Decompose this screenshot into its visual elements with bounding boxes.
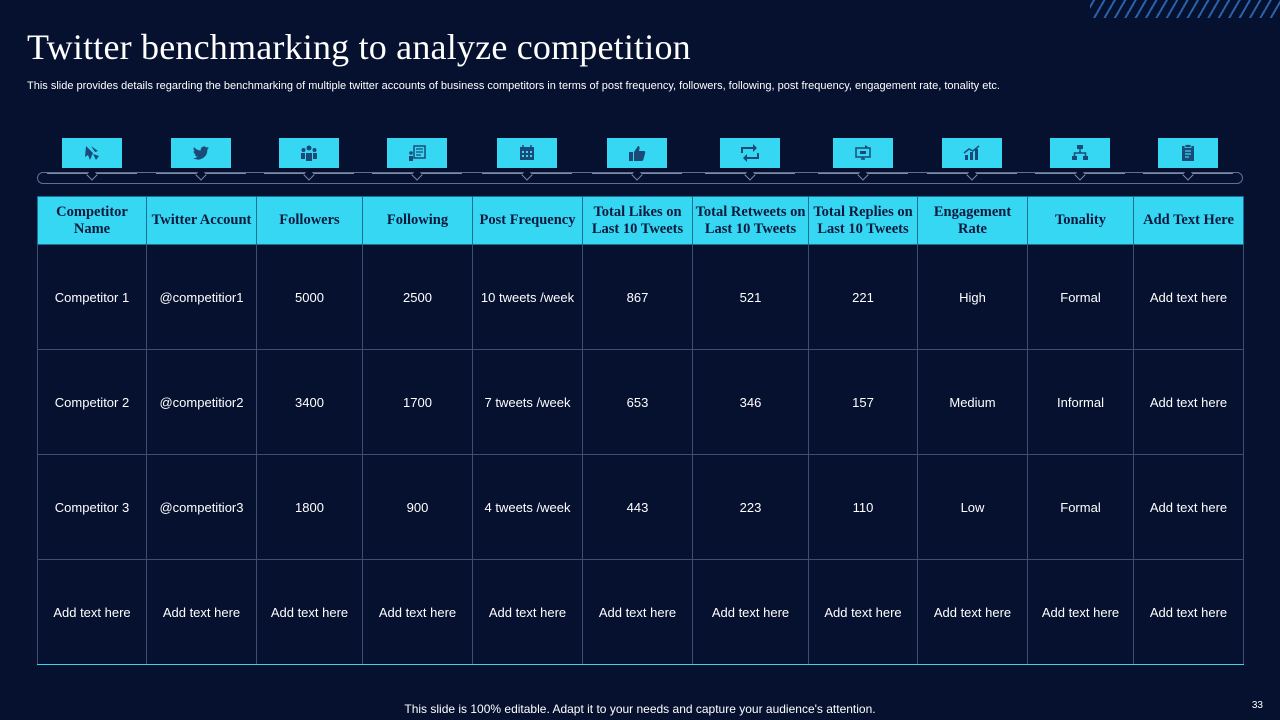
slide-title: Twitter benchmarking to analyze competit… (27, 27, 691, 67)
page-number: 33 (1251, 700, 1263, 711)
decorative-stripes (1090, 0, 1280, 18)
icon-cell-replies (808, 138, 917, 186)
table-cell: 3400 (256, 349, 363, 455)
table-cell: Low (917, 454, 1028, 560)
icon-cell-following (362, 138, 472, 186)
table-cell: Competitor 3 (37, 454, 147, 560)
icon-row (37, 138, 1243, 186)
slide-footer: This slide is 100% editable. Adapt it to… (404, 702, 876, 716)
table-cell: Add text here (692, 559, 809, 665)
table-cell: 157 (808, 349, 918, 455)
header-followers: Followers (256, 196, 363, 245)
twitter-bird-icon (171, 138, 231, 168)
table-cell: Formal (1027, 454, 1134, 560)
header-twitter-account: Twitter Account (146, 196, 257, 245)
header-following: Following (362, 196, 473, 245)
slide-subtitle: This slide provides details regarding th… (27, 80, 1000, 92)
icon-cell-followers (256, 138, 362, 186)
table-cell: 1700 (362, 349, 473, 455)
header-tonality: Tonality (1027, 196, 1134, 245)
table-header-row: Competitor Name Twitter Account Follower… (37, 196, 1244, 245)
table-cell: Add text here (808, 559, 918, 665)
table-row: Competitor 2 @competitior2 3400 1700 7 t… (37, 349, 1244, 455)
header-total-retweets: Total Retweets on Last 10 Tweets (692, 196, 809, 245)
table-cell: Competitor 1 (37, 244, 147, 350)
table-cell: Add text here (1133, 454, 1244, 560)
table-cell: Add text here (1027, 559, 1134, 665)
table-row: Add text here Add text here Add text her… (37, 559, 1244, 665)
table-cell: Add text here (1133, 349, 1244, 455)
table-row: Competitor 1 @competitior1 5000 2500 10 … (37, 244, 1244, 350)
table-cell: Informal (1027, 349, 1134, 455)
table-cell: 1800 (256, 454, 363, 560)
table-cell: Add text here (37, 559, 147, 665)
table-cell: Add text here (917, 559, 1028, 665)
table-cell: 346 (692, 349, 809, 455)
icon-cell-engagement (917, 138, 1027, 186)
table-cell: 521 (692, 244, 809, 350)
icon-cell-twitter (146, 138, 256, 186)
table-cell: Add text here (1133, 244, 1244, 350)
table-cell: 653 (582, 349, 693, 455)
header-post-frequency: Post Frequency (472, 196, 583, 245)
followers-group-icon (279, 138, 339, 168)
header-total-likes: Total Likes on Last 10 Tweets (582, 196, 693, 245)
table-cell: Add text here (582, 559, 693, 665)
table-cell: Add text here (146, 559, 257, 665)
icon-cell-likes (582, 138, 692, 186)
table-cell: 900 (362, 454, 473, 560)
table-cell: @competitior2 (146, 349, 257, 455)
icon-cell-retweet (692, 138, 808, 186)
table-cell: Add text here (362, 559, 473, 665)
header-total-replies: Total Replies on Last 10 Tweets (808, 196, 918, 245)
table-cell: 4 tweets /week (472, 454, 583, 560)
table-cell: Add text here (256, 559, 363, 665)
icon-cell-add-text (1133, 138, 1243, 186)
table-cell: Add text here (1133, 559, 1244, 665)
table-cell: @competitior3 (146, 454, 257, 560)
table-cell: 7 tweets /week (472, 349, 583, 455)
table-cell: Formal (1027, 244, 1134, 350)
table-cell: 223 (692, 454, 809, 560)
table-cell: 443 (582, 454, 693, 560)
following-list-icon (387, 138, 447, 168)
benchmark-table: Competitor Name Twitter Account Follower… (37, 196, 1244, 665)
header-add-text: Add Text Here (1133, 196, 1244, 245)
growth-chart-icon (942, 138, 1002, 168)
table-cell: 10 tweets /week (472, 244, 583, 350)
header-engagement-rate: Engagement Rate (917, 196, 1028, 245)
calendar-icon (497, 138, 557, 168)
table-row: Competitor 3 @competitior3 1800 900 4 tw… (37, 454, 1244, 560)
reply-computer-icon (832, 138, 893, 168)
icon-cell-tonality (1027, 138, 1133, 186)
retweet-icon (720, 138, 780, 168)
icon-cell-calendar (472, 138, 582, 186)
table-cell: 110 (808, 454, 918, 560)
table-cell: Add text here (472, 559, 583, 665)
icon-cell-competitor (37, 138, 146, 186)
clipboard-icon (1158, 138, 1218, 168)
header-competitor-name: Competitor Name (37, 196, 147, 245)
thumbs-up-icon (607, 138, 667, 168)
table-cell: @competitior1 (146, 244, 257, 350)
table-cell: High (917, 244, 1028, 350)
table-cell: Medium (917, 349, 1028, 455)
flowchart-icon (1050, 138, 1110, 168)
table-cell: 867 (582, 244, 693, 350)
table-cell: 221 (808, 244, 918, 350)
table-cell: Competitor 2 (37, 349, 147, 455)
competitor-icon (61, 138, 122, 168)
table-cell: 2500 (362, 244, 473, 350)
table-cell: 5000 (256, 244, 363, 350)
